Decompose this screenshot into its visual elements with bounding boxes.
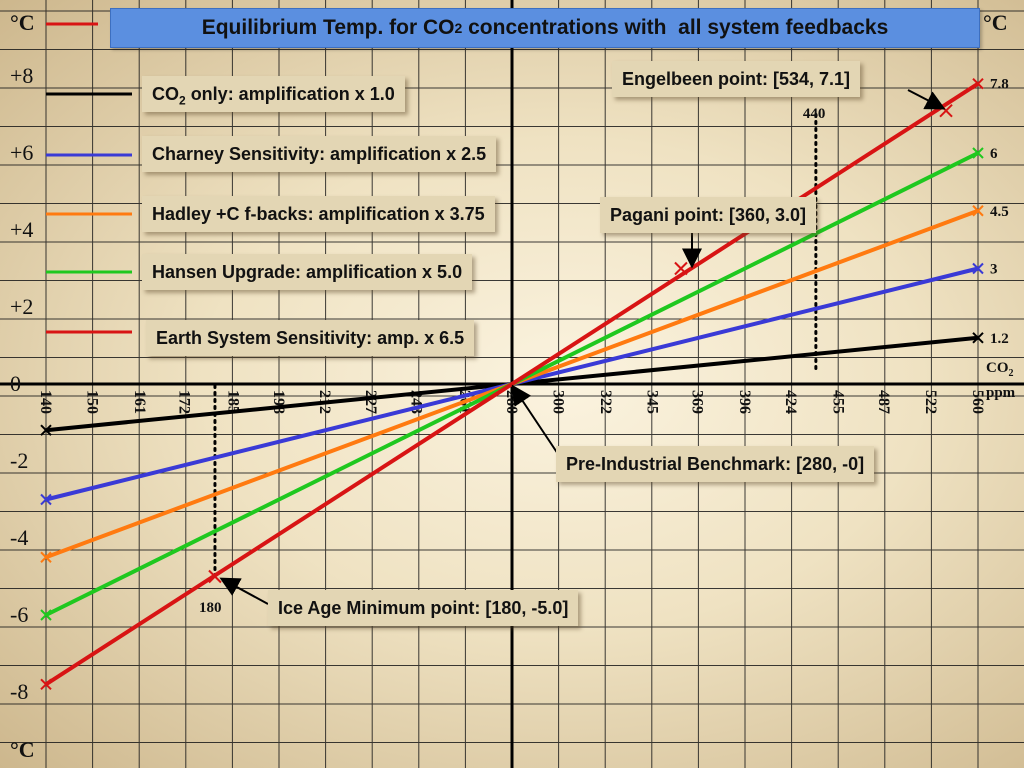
arrow-engelbeen (907, 89, 946, 110)
x-tick-label: 424 (782, 390, 799, 414)
series-end-marker (40, 551, 52, 563)
arrow-pre-industrial (511, 384, 559, 455)
chart-title-sub: 2 (454, 20, 463, 36)
y-tick-label: +8 (10, 63, 33, 88)
x-tick-label: 227 (362, 390, 379, 414)
legend-co2-only: CO2 only: amplification x 1.0 (142, 76, 405, 112)
x-axis-unit-sub: 2 (1009, 368, 1014, 379)
x-tick-label: 560 (969, 390, 986, 414)
series-end-marker (40, 424, 52, 436)
series-end-label: 6 (990, 146, 998, 162)
x-tick-label: 345 (643, 390, 660, 414)
legend-charney: Charney Sensitivity: amplification x 2.5 (142, 136, 497, 172)
legend-hansen: Hansen Upgrade: amplification x 5.0 (142, 254, 473, 290)
legend-earth-system: Earth System Sensitivity: amp. x 6.5 (146, 320, 475, 356)
x-axis-unit-ppm: ppm (986, 385, 1016, 401)
series-end-marker (40, 609, 52, 621)
series-end-marker (972, 262, 984, 275)
y-tick-label: +4 (10, 217, 33, 242)
y-tick-label: -6 (10, 602, 28, 627)
marker-label-440: 440 (803, 106, 826, 122)
x-tick-label: 185 (224, 390, 241, 414)
series-end-label: 4.5 (990, 204, 1009, 220)
x-tick-label: 396 (736, 390, 753, 414)
series-end-marker (972, 147, 984, 159)
series-end-marker (972, 205, 984, 217)
x-tick-label: 522 (922, 390, 939, 414)
legend-hadley: Hadley +C f-backs: amplification x 3.75 (142, 196, 495, 232)
annotation-ice-age: Ice Age Minimum point: [180, -5.0] (268, 590, 579, 626)
x-tick-label: 140 (37, 390, 54, 414)
annotation-engelbeen: Engelbeen point: [534, 7.1] (612, 61, 861, 97)
legend-co2-only-post: only: amplification x 1.0 (185, 84, 395, 104)
series-end-marker (40, 493, 52, 506)
annotation-pagani: Pagani point: [360, 3.0] (600, 197, 817, 233)
x-tick-label: 161 (131, 390, 148, 414)
x-tick-label: 455 (829, 390, 846, 414)
marker-label-180: 180 (199, 600, 222, 616)
legend-co2-only-sub: 2 (179, 93, 186, 108)
series-end-marker (40, 678, 52, 691)
y-tick-label: +2 (10, 294, 33, 319)
unit-label-top-left: °C (10, 10, 35, 35)
unit-label-top-right: °C (983, 10, 1008, 35)
annotation-pre-industrial: Pre-Industrial Benchmark: [280, -0] (556, 446, 875, 482)
y-tick-label: +6 (10, 140, 33, 165)
y-tick-label: 0 (10, 371, 21, 396)
series-end-marker (972, 332, 984, 344)
chart-title-post: concentrations with all system feedbacks (462, 16, 889, 39)
x-tick-label: 369 (689, 390, 706, 414)
x-tick-label: 322 (597, 390, 614, 414)
series-end-label: 7.8 (990, 77, 1009, 93)
x-tick-label: 198 (270, 390, 287, 414)
x-tick-label: 150 (83, 390, 100, 414)
series-end-label: 1.2 (990, 331, 1009, 347)
unit-label-bottom-left: °C (10, 737, 35, 762)
legend-co2-only-pre: CO (152, 84, 179, 104)
x-tick-label: 172 (175, 390, 192, 414)
chart-title: Equilibrium Temp. for CO 2 concentrations… (110, 8, 980, 48)
x-tick-label: 300 (549, 390, 566, 414)
x-axis-unit-co2: CO2 (986, 360, 1014, 379)
y-tick-label: -2 (10, 448, 28, 473)
annotation-point (208, 569, 222, 584)
arrow-ice-age (219, 577, 269, 605)
x-tick-label: 487 (875, 390, 892, 414)
series-end-label: 3 (990, 262, 998, 278)
series-line (44, 82, 980, 686)
y-tick-label: -4 (10, 525, 28, 550)
series-4 (40, 77, 984, 691)
annotation-point (674, 261, 688, 276)
series-end-marker (972, 77, 984, 90)
chart-title-pre: Equilibrium Temp. for CO (201, 16, 455, 39)
y-tick-label: -8 (10, 679, 28, 704)
